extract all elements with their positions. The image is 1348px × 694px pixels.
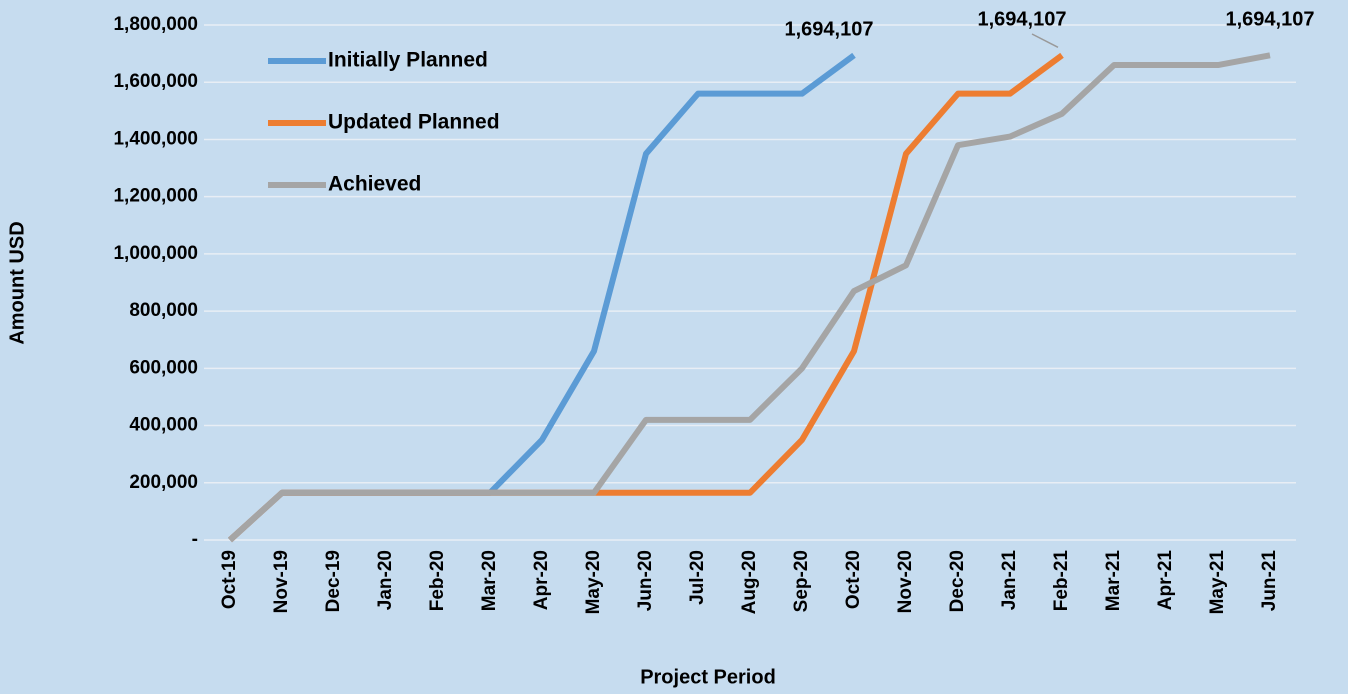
x-tick-label: Dec-20 xyxy=(947,550,968,612)
x-tick-label: Jan-21 xyxy=(999,550,1020,611)
x-tick-label: Mar-20 xyxy=(479,550,500,611)
leader-line xyxy=(1031,33,1059,48)
y-tick-label: 1,600,000 xyxy=(113,71,198,92)
x-tick-label: May-20 xyxy=(583,550,604,614)
legend-label: Updated Planned xyxy=(328,111,500,134)
x-tick-label: Feb-21 xyxy=(1051,550,1072,612)
series-line xyxy=(227,52,1271,543)
x-tick-label: Nov-20 xyxy=(895,550,916,613)
legend-label: Achieved xyxy=(328,173,421,196)
x-tick-label: Jul-20 xyxy=(687,550,708,605)
x-tick-label: Aug-20 xyxy=(739,550,760,614)
x-tick-label: Oct-20 xyxy=(843,550,864,609)
y-tick-label: 400,000 xyxy=(129,415,198,436)
x-axis-title: Project Period xyxy=(640,666,776,688)
y-tick-label: 1,200,000 xyxy=(113,186,198,207)
y-tick-label: 600,000 xyxy=(129,357,198,378)
x-tick-label: Dec-19 xyxy=(323,550,344,612)
y-tick-label: - xyxy=(192,529,198,550)
x-tick-label: May-21 xyxy=(1207,550,1228,615)
x-tick-label: Jun-20 xyxy=(635,550,656,611)
value-label: 1,694,107 xyxy=(785,19,874,41)
x-tick-label: Nov-19 xyxy=(271,550,292,613)
x-tick-label: Mar-21 xyxy=(1103,550,1124,612)
value-label: 1,694,107 xyxy=(1226,8,1315,30)
x-tick-label: Jun-21 xyxy=(1259,550,1280,612)
y-tick-label: 1,000,000 xyxy=(113,243,198,264)
y-tick-label: 1,800,000 xyxy=(113,14,198,35)
x-tick-label: Apr-20 xyxy=(531,550,552,610)
legend-label: Initially Planned xyxy=(328,49,488,72)
x-tick-label: Apr-21 xyxy=(1155,550,1176,611)
x-tick-label: Sep-20 xyxy=(791,550,812,612)
x-tick-label: Jan-20 xyxy=(375,550,396,610)
series-line xyxy=(227,52,856,543)
y-tick-label: 200,000 xyxy=(129,472,198,493)
y-tick-label: 800,000 xyxy=(129,300,198,321)
x-tick-label: Feb-20 xyxy=(427,550,448,611)
y-tick-label: 1,400,000 xyxy=(113,128,198,149)
x-tick-label: Oct-19 xyxy=(219,550,240,609)
y-axis-title: Amount USD xyxy=(6,221,28,344)
value-label: 1,694,107 xyxy=(978,8,1067,30)
